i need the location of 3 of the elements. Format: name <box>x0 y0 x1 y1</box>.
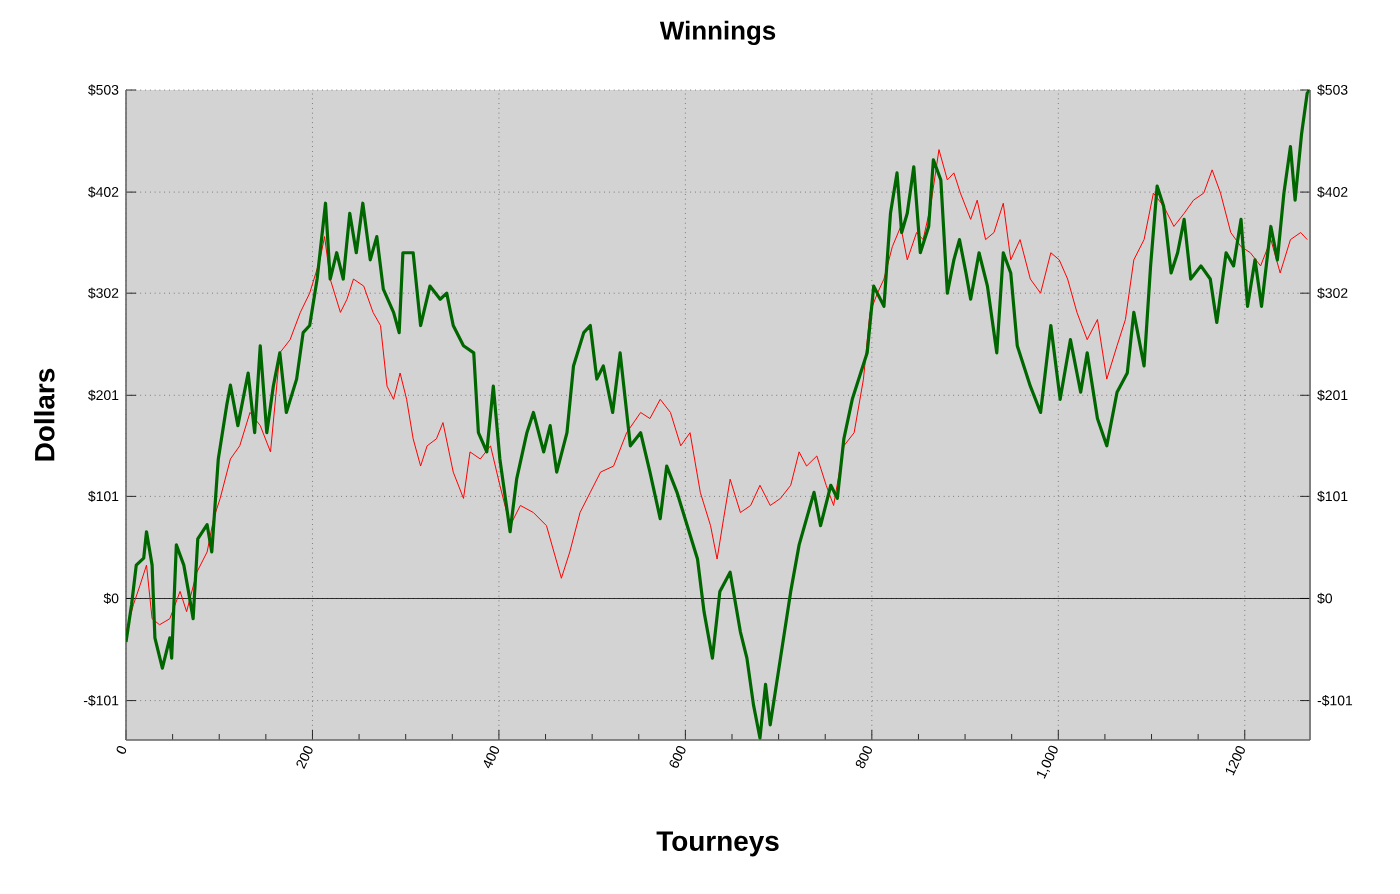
x-axis-title: Tourneys <box>656 831 779 857</box>
y-axis-title: Dollars <box>34 368 55 461</box>
chart-title: Winnings <box>659 20 776 46</box>
